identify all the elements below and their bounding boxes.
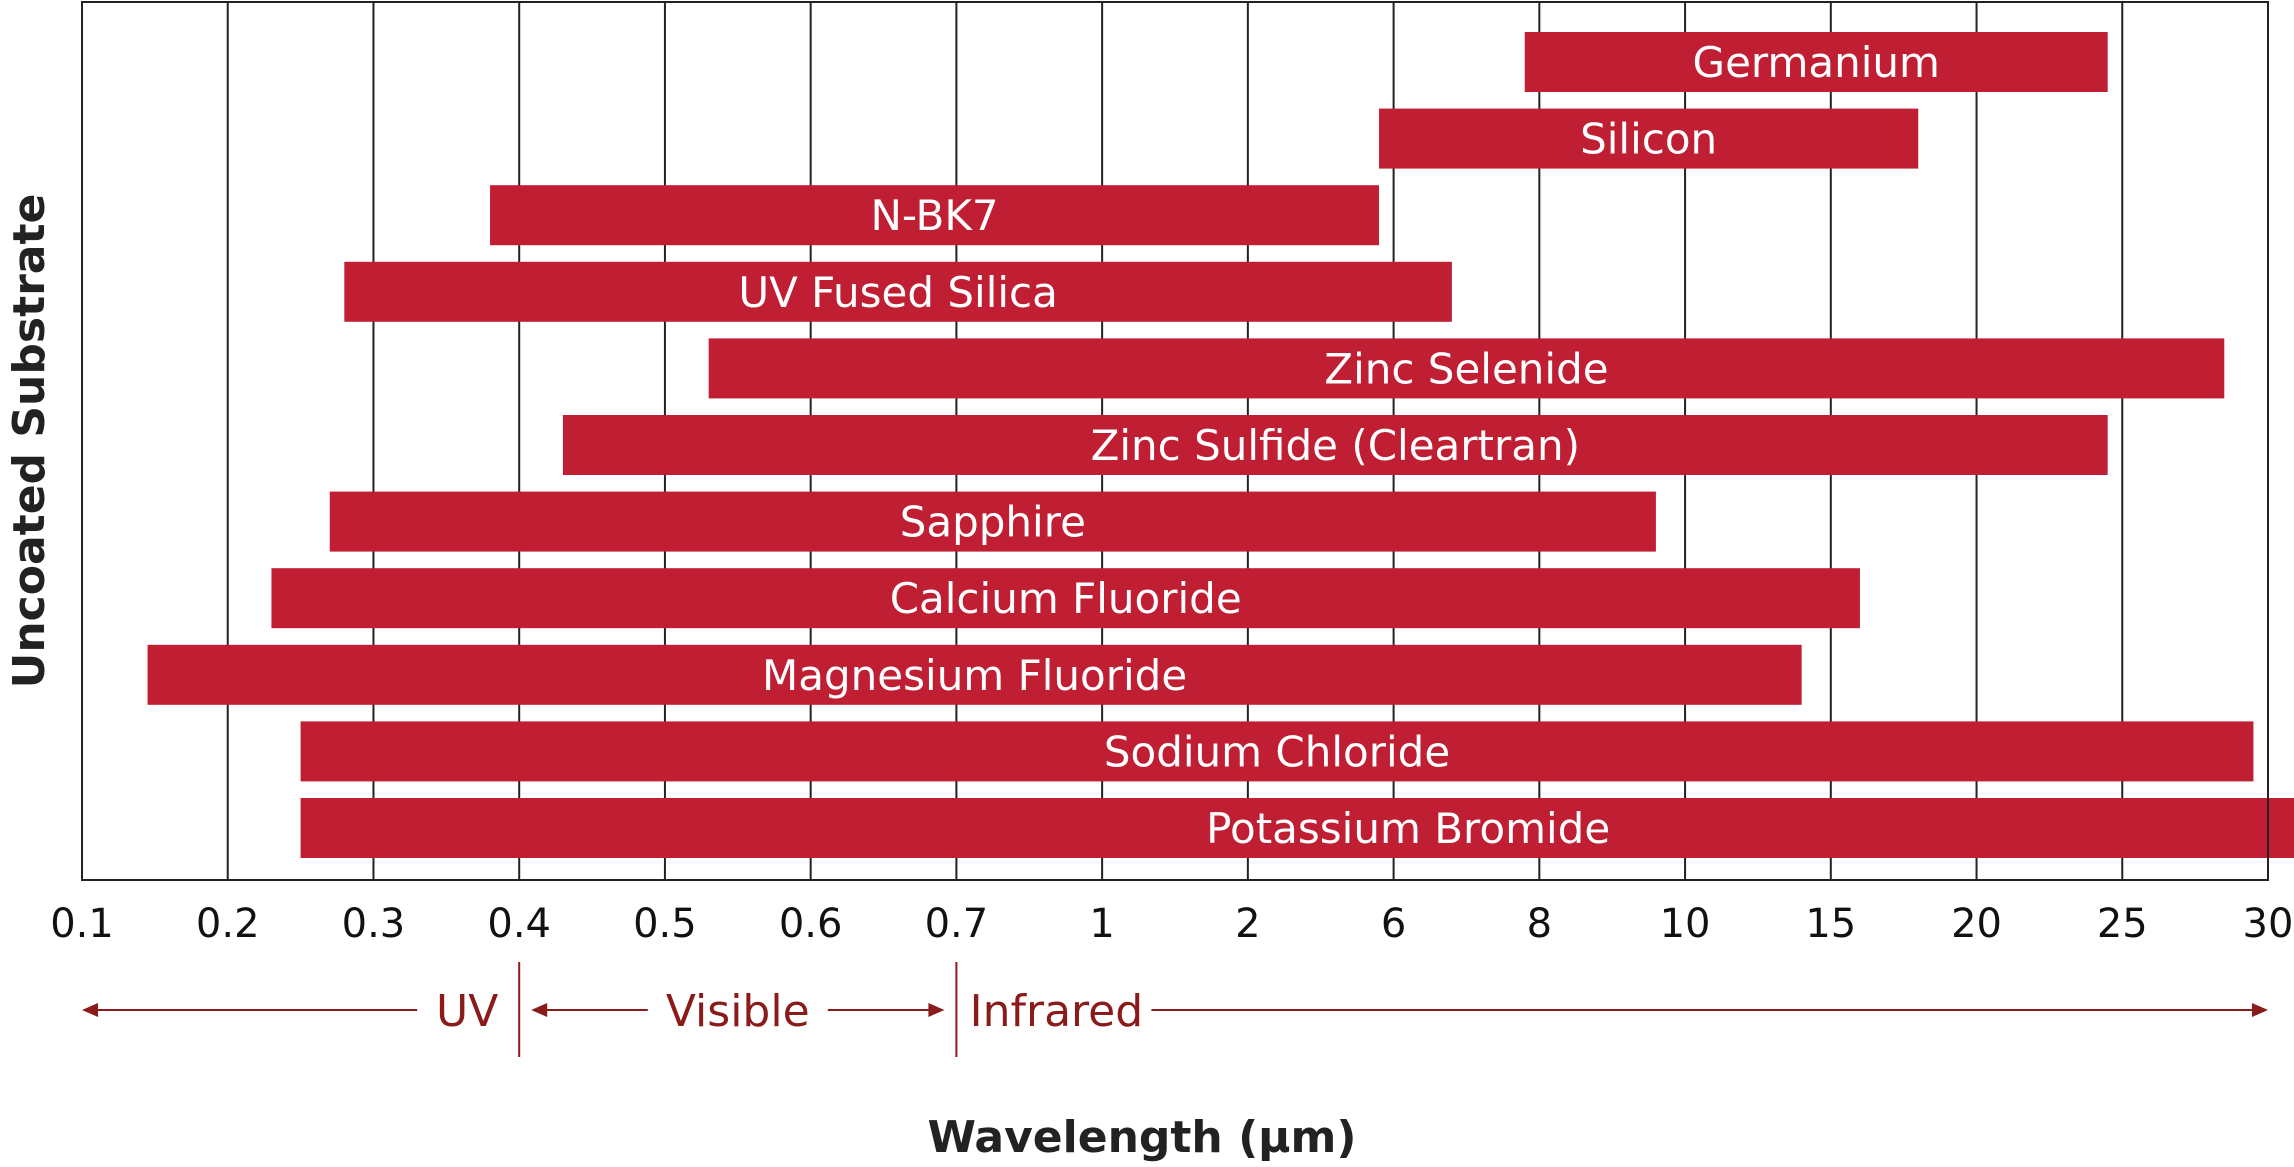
x-tick-label: 0.5 [633, 901, 697, 947]
bar-label: Silicon [1580, 115, 1717, 164]
bar-sapphire [329, 491, 1656, 552]
bar-label: Magnesium Fluoride [762, 651, 1187, 700]
bar-label: N-BK7 [870, 191, 998, 240]
bar-label: Germanium [1693, 38, 1940, 87]
bar-label: Zinc Sulfide (Cleartran) [1091, 421, 1580, 470]
x-tick-label: 8 [1527, 901, 1552, 947]
plot-frame [81, 1, 2269, 881]
x-tick-label: 30 [2243, 901, 2294, 947]
y-axis-title: Uncoated Substrate [4, 194, 55, 689]
x-tick-label: 2 [1235, 901, 1260, 947]
right-arrow-icon [2252, 1003, 2268, 1017]
x-tick-label: 25 [2097, 901, 2148, 947]
x-tick-label: 6 [1381, 901, 1406, 947]
x-tick-label: 0.4 [487, 901, 551, 947]
bar-germanium [1524, 32, 2108, 92]
x-tick-labels: 0.1 0.2 0.3 0.4 0.5 0.6 0.7 1 2 6 8 10 15 20 25 30 [50, 901, 2293, 947]
bars-group: Germanium Silicon N-BK7 UV Fused Silica Zinc… [147, 32, 2294, 858]
x-tick-label: 20 [1951, 901, 2002, 947]
x-tick-label: 1 [1089, 901, 1114, 947]
spectral-regions: UV Visible Infrared [82, 962, 2268, 1057]
region-label: Infrared [970, 986, 1144, 1037]
left-arrow-icon [82, 1003, 98, 1017]
bar-potassium-bromide [300, 798, 2294, 858]
x-tick-label: 0.3 [342, 901, 406, 947]
bar-n-bk7 [490, 185, 1380, 246]
right-arrow-icon [928, 1003, 945, 1017]
bar-label: Calcium Fluoride [890, 574, 1242, 623]
bar-label: Sapphire [900, 498, 1086, 547]
bar-uv-fused-silica [344, 261, 1452, 322]
x-tick-label: 0.2 [196, 901, 260, 947]
bar-magnesium-fluoride [147, 644, 1802, 705]
region-label: UV [436, 986, 498, 1037]
x-tick-label: 15 [1805, 901, 1856, 947]
left-arrow-icon [531, 1003, 548, 1017]
x-tick-label: 10 [1660, 901, 1711, 947]
bar-calcium-fluoride [271, 568, 1860, 629]
bar-label: Potassium Bromide [1206, 804, 1610, 853]
x-tick-label: 0.6 [779, 901, 843, 947]
region-label: Visible [666, 986, 810, 1037]
x-tick-label: 0.1 [50, 901, 114, 947]
bar-zinc-sulfide-cleartran [562, 415, 2108, 475]
bar-silicon [1379, 108, 1919, 169]
bar-label: UV Fused Silica [738, 268, 1058, 317]
x-tick-label: 0.7 [925, 901, 989, 947]
bar-label: Zinc Selenide [1324, 344, 1608, 393]
bar-label: Sodium Chloride [1104, 727, 1450, 776]
x-axis-title: Wavelength (µm) [927, 1112, 1356, 1163]
bar-zinc-selenide [708, 338, 2225, 399]
bar-sodium-chloride [300, 721, 2254, 782]
